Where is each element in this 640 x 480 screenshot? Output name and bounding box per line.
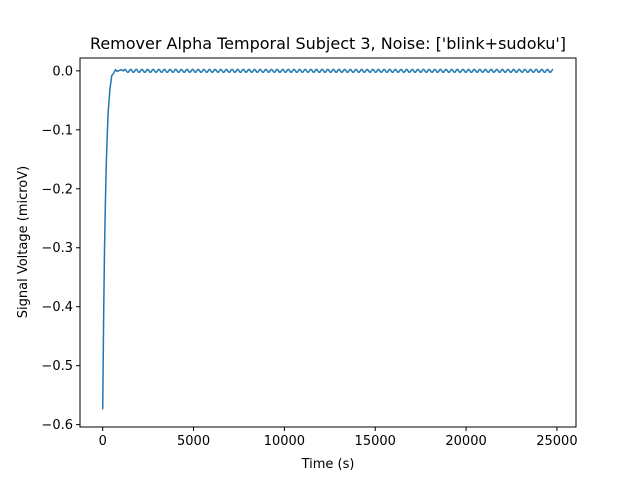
y-axis: 0.0 −0.1 −0.2 −0.3 −0.4 −0.5 −0.6 <box>41 64 80 433</box>
plot-area <box>101 68 554 410</box>
x-tick-label: 25000 <box>536 434 577 449</box>
y-tick-label: −0.4 <box>41 300 73 315</box>
x-tick-label: 0 <box>99 434 107 449</box>
x-tick-label: 10000 <box>264 434 305 449</box>
chart-title: Remover Alpha Temporal Subject 3, Noise:… <box>90 34 566 53</box>
y-tick-label: 0.0 <box>52 64 73 79</box>
y-tick-label: −0.1 <box>41 123 73 138</box>
plot-frame <box>79 57 577 428</box>
y-tick-label: −0.5 <box>41 359 73 374</box>
y-tick-label: −0.6 <box>41 418 73 433</box>
y-tick-label: −0.3 <box>41 241 73 256</box>
series-line-0 <box>101 68 554 410</box>
x-axis: 0 5000 10000 15000 20000 25000 <box>99 427 578 449</box>
x-tick-label: 20000 <box>445 434 486 449</box>
y-tick-label: −0.2 <box>41 182 73 197</box>
y-axis-label: Signal Voltage (microV) <box>16 166 31 318</box>
x-axis-label: Time (s) <box>301 457 355 472</box>
x-tick-label: 5000 <box>177 434 210 449</box>
x-tick-label: 15000 <box>355 434 396 449</box>
